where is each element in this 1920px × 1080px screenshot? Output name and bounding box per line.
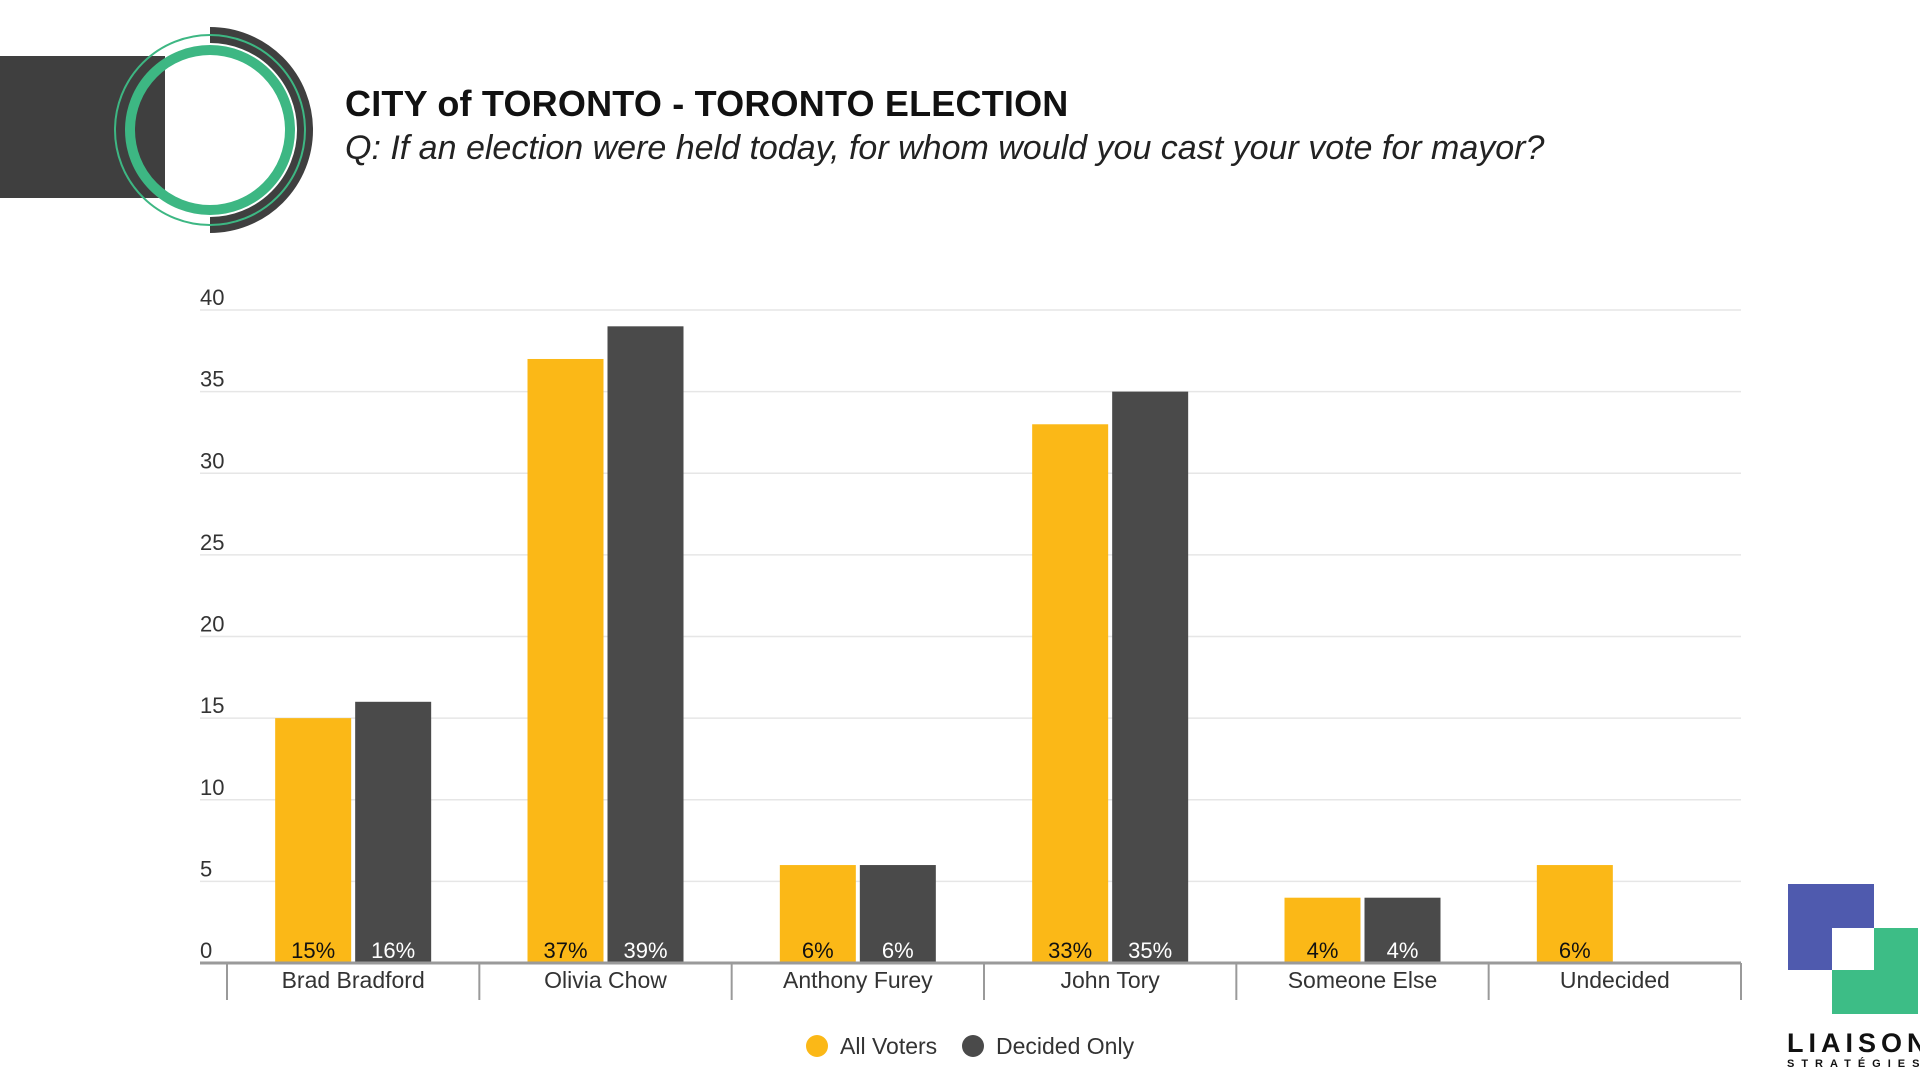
liaison-logo-icon xyxy=(1788,884,1918,1014)
y-tick-label: 35 xyxy=(200,367,224,392)
y-tick-label: 25 xyxy=(200,530,224,555)
data-label: 39% xyxy=(623,938,667,963)
data-label: 6% xyxy=(802,938,834,963)
bar-all-voters xyxy=(779,865,856,963)
header: CITY of TORONTO - TORONTO ELECTION Q: If… xyxy=(345,82,1544,170)
badge-ring-icon xyxy=(114,27,313,233)
bar-decided-only xyxy=(859,865,936,963)
y-tick-label: 40 xyxy=(200,285,224,310)
logo-subtitle: STRATÉGIES xyxy=(1787,1058,1920,1070)
bar-decided-only xyxy=(355,701,432,963)
bar-all-voters xyxy=(1284,897,1361,963)
logo-name: LIAISON xyxy=(1787,1028,1920,1058)
data-label: 6% xyxy=(882,938,914,963)
x-tick-label: John Tory xyxy=(1061,967,1161,993)
y-tick-label: 0 xyxy=(200,938,212,963)
x-tick-label: Anthony Furey xyxy=(783,967,933,993)
bar-all-voters xyxy=(527,358,604,964)
bar-all-voters xyxy=(1032,424,1109,963)
data-label: 4% xyxy=(1387,938,1419,963)
y-tick-label: 20 xyxy=(200,612,224,637)
bar-all-voters xyxy=(1536,865,1613,963)
legend-marker xyxy=(806,1035,828,1057)
data-label: 4% xyxy=(1307,938,1339,963)
x-tick-label: Someone Else xyxy=(1288,967,1438,993)
data-label: 37% xyxy=(543,938,587,963)
y-tick-label: 5 xyxy=(200,856,212,881)
legend-marker xyxy=(962,1035,984,1057)
y-tick-label: 30 xyxy=(200,448,224,473)
y-tick-label: 15 xyxy=(200,693,224,718)
data-label: 33% xyxy=(1048,938,1092,963)
page-title: CITY of TORONTO - TORONTO ELECTION xyxy=(345,83,1069,124)
x-tick-label: Undecided xyxy=(1560,967,1670,993)
legend-label: All Voters xyxy=(840,1033,937,1059)
bar-decided-only xyxy=(1112,391,1189,963)
y-tick-label: 10 xyxy=(200,775,224,800)
bar-all-voters xyxy=(275,718,352,963)
bar-decided-only xyxy=(607,326,684,963)
x-tick-label: Olivia Chow xyxy=(544,967,667,993)
data-label: 6% xyxy=(1559,938,1591,963)
x-tick-label: Brad Bradford xyxy=(282,967,425,993)
data-label: 35% xyxy=(1128,938,1172,963)
legend-label: Decided Only xyxy=(996,1033,1135,1059)
data-label: 16% xyxy=(371,938,415,963)
data-label: 15% xyxy=(291,938,335,963)
bar-decided-only xyxy=(1364,897,1441,963)
page-subtitle: Q: If an election were held today, for w… xyxy=(345,129,1545,167)
